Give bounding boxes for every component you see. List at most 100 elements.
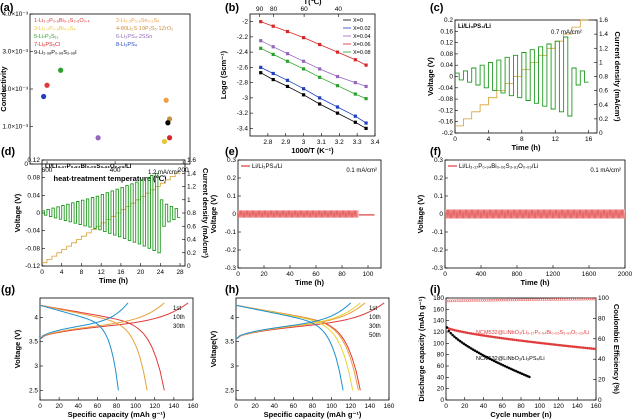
data-point xyxy=(580,297,584,301)
data-point xyxy=(335,105,340,109)
data-point xyxy=(475,350,479,354)
data-point xyxy=(513,298,516,302)
legend-entry: 9-Li₂.₉₈P₀.₉₈S₃.₉₈I xyxy=(34,50,77,56)
panel-f: (f) 0 400 800 1200 1600 2000 0.3 0.2 0.1 0 -0.1 -0.2… xyxy=(416,146,633,287)
y-tick-label: -0.08 xyxy=(25,245,40,252)
data-point xyxy=(575,297,578,301)
y-tick-label: 4 xyxy=(34,314,38,321)
data-point xyxy=(505,298,509,302)
panel-label: (b) xyxy=(225,2,239,14)
y-tick-label: -0.12 xyxy=(438,107,453,114)
y2-tick-label: 1.6 xyxy=(187,157,196,164)
charge-curve xyxy=(235,302,352,340)
data-point xyxy=(565,298,569,301)
series-line xyxy=(260,40,367,87)
data-point xyxy=(473,299,477,302)
data-point xyxy=(584,297,587,301)
data-point xyxy=(558,298,561,301)
y-tick-label: -0.16 xyxy=(438,119,453,126)
x-tick-label: 40 xyxy=(271,403,279,410)
data-point xyxy=(576,297,580,301)
x-tick-label: 20 xyxy=(461,403,469,410)
data-point xyxy=(588,297,591,301)
data-point xyxy=(470,347,473,350)
legend-entry: Li/Li₃.₁₇P₀.₉₄Bi₀.₀₆S₃.₉₁O₀.₀₉/Li xyxy=(459,164,538,170)
data-point xyxy=(447,329,451,333)
data-point xyxy=(552,298,556,301)
data-point xyxy=(541,298,544,301)
legend-entry: 6-Li₃PS₄·2SSn xyxy=(116,34,152,40)
x-tick-label: 20 xyxy=(252,403,260,410)
data-point xyxy=(481,299,484,302)
data-point xyxy=(335,74,340,79)
y-axis-label: Voltage (V) xyxy=(416,194,425,233)
data-point xyxy=(165,120,171,126)
panel-a: (a) 600 400 200 4.0×10⁻³ 3.0×10⁻³ 2.0×10⁻³ 1.0×… xyxy=(0,2,191,183)
data-point xyxy=(468,346,471,349)
y-tick-label: -0.2 xyxy=(432,247,444,254)
y-tick-label: 0.1 xyxy=(434,193,443,200)
data-point xyxy=(271,45,275,49)
data-point xyxy=(509,298,512,302)
y-tick-label: -0.1 xyxy=(225,229,237,236)
data-point xyxy=(285,59,290,63)
y-tick-label: 0.04 xyxy=(27,192,40,199)
legend-entry: 30th xyxy=(173,324,185,330)
y2-tick-label: 0.4 xyxy=(187,237,196,244)
y-tick-label: 0 xyxy=(24,161,28,168)
panel-h: (h) 0 20 40 60 80 100 120 140 160 4 3.5 3 2.5 Specific… xyxy=(209,284,395,419)
legend-entry: Li/Li₃PS₄/Li xyxy=(252,164,282,170)
discharge-curve xyxy=(235,304,344,391)
charge-curve xyxy=(39,302,129,340)
x-tick-label: 20 xyxy=(260,271,268,278)
y-tick-label: -0.2 xyxy=(225,247,237,254)
data-point xyxy=(335,50,340,54)
legend-entry: X=0.08 xyxy=(353,50,371,56)
data-point xyxy=(161,138,168,145)
data-point xyxy=(515,298,518,302)
discharge-curve xyxy=(39,304,119,391)
x-tick-label: 3.2 xyxy=(335,139,344,146)
top-tick-label: 60 xyxy=(300,6,308,13)
y2-tick-label: 0 xyxy=(598,397,602,404)
legend-entry: 1-Li₃.₂P₀.₈Bi₀.₂S₃.₆O₀.₄ xyxy=(34,18,90,24)
y-tick-label: 3.5 xyxy=(29,339,38,346)
data-point xyxy=(462,299,466,302)
data-point xyxy=(451,333,454,337)
data-point xyxy=(526,298,529,302)
x-tick-label: 0 xyxy=(443,271,447,278)
data-point xyxy=(569,297,572,301)
y-tick-label: -3.2 xyxy=(237,110,249,117)
x-tick-label: 20 xyxy=(137,269,145,276)
data-point xyxy=(449,331,452,335)
panel-label: (f) xyxy=(430,146,441,158)
data-point xyxy=(58,67,64,73)
data-point xyxy=(259,65,263,69)
data-point xyxy=(458,299,462,302)
data-point xyxy=(528,298,531,302)
x-axis-label: Time (h) xyxy=(511,143,541,152)
data-point xyxy=(511,298,514,302)
data-point xyxy=(473,349,477,353)
y2-tick-label: 0.6 xyxy=(599,88,608,95)
x-tick-label: 120 xyxy=(553,403,564,410)
y-tick-label: 0.1 xyxy=(227,193,236,200)
y-tick-label: 2.5 xyxy=(29,387,38,394)
discharge-curve xyxy=(39,304,165,391)
data-point xyxy=(445,299,449,303)
data-point xyxy=(548,298,552,301)
data-point xyxy=(285,84,290,89)
data-point xyxy=(301,87,306,91)
y-tick-label: -3 xyxy=(242,95,248,102)
x-tick-label: 4 xyxy=(60,269,64,276)
x-tick-label: 2.8 xyxy=(263,139,272,146)
series-line xyxy=(260,47,367,99)
x-tick-label: 140 xyxy=(572,403,583,410)
data-point xyxy=(353,114,357,118)
data-point xyxy=(468,299,471,302)
y-tick-label: 0.3 xyxy=(434,157,443,164)
y-tick-label: 0.2 xyxy=(227,175,236,182)
legend-entry: 8-Li₃PS₄ xyxy=(116,42,138,48)
data-point xyxy=(518,298,522,302)
